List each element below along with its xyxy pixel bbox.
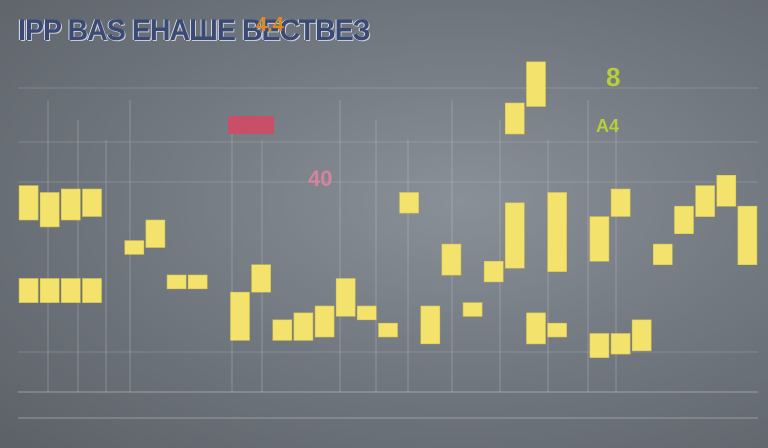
bar-36 <box>652 243 673 266</box>
bar-6 <box>82 188 102 217</box>
bar-5 <box>60 278 81 303</box>
bar-1 <box>18 278 39 303</box>
bar-35 <box>631 319 652 352</box>
bar-8 <box>124 240 145 255</box>
bar-15 <box>293 312 314 341</box>
bar-29 <box>547 192 567 272</box>
bar-40 <box>737 205 758 265</box>
bar-33 <box>610 188 631 217</box>
bar-39 <box>716 175 737 207</box>
bar-30 <box>547 322 567 338</box>
bar-32 <box>589 333 610 358</box>
bar-17 <box>335 278 356 317</box>
green-highlight-value-2: A4 <box>596 116 620 136</box>
bar-20 <box>399 192 419 214</box>
bar-3 <box>39 278 60 303</box>
highlight-pill <box>228 116 274 134</box>
bar-18 <box>356 305 377 321</box>
bar-25 <box>504 202 525 269</box>
pink-highlight-value: 40 <box>308 166 333 191</box>
bar-12 <box>230 291 250 341</box>
bar-16 <box>314 305 335 338</box>
bar-0 <box>18 185 39 221</box>
bar-37 <box>674 205 694 234</box>
bar-27 <box>526 312 546 345</box>
bar-23 <box>462 302 483 317</box>
bar-14 <box>272 319 293 341</box>
bar-13 <box>251 264 271 293</box>
bar-19 <box>378 322 398 338</box>
bar-4 <box>60 188 81 221</box>
bar-9 <box>145 219 166 248</box>
chart-title: IPP BAS ЕНАШЕ ВЕСТВЕЗ <box>18 14 370 47</box>
bar-11 <box>187 274 208 290</box>
bar-38 <box>695 185 715 217</box>
bar-26 <box>504 102 525 135</box>
bar-21 <box>420 305 441 345</box>
bar-31 <box>589 216 610 262</box>
bar-24 <box>483 260 504 283</box>
bar-10 <box>166 274 187 290</box>
bar-7 <box>82 278 102 303</box>
bar-2 <box>39 192 60 228</box>
bar-22 <box>441 243 462 276</box>
bar-34 <box>610 333 631 355</box>
title-accent-value: 4.4 <box>256 14 284 36</box>
bar-28 <box>526 61 546 107</box>
green-highlight-value: 8 <box>606 62 621 92</box>
